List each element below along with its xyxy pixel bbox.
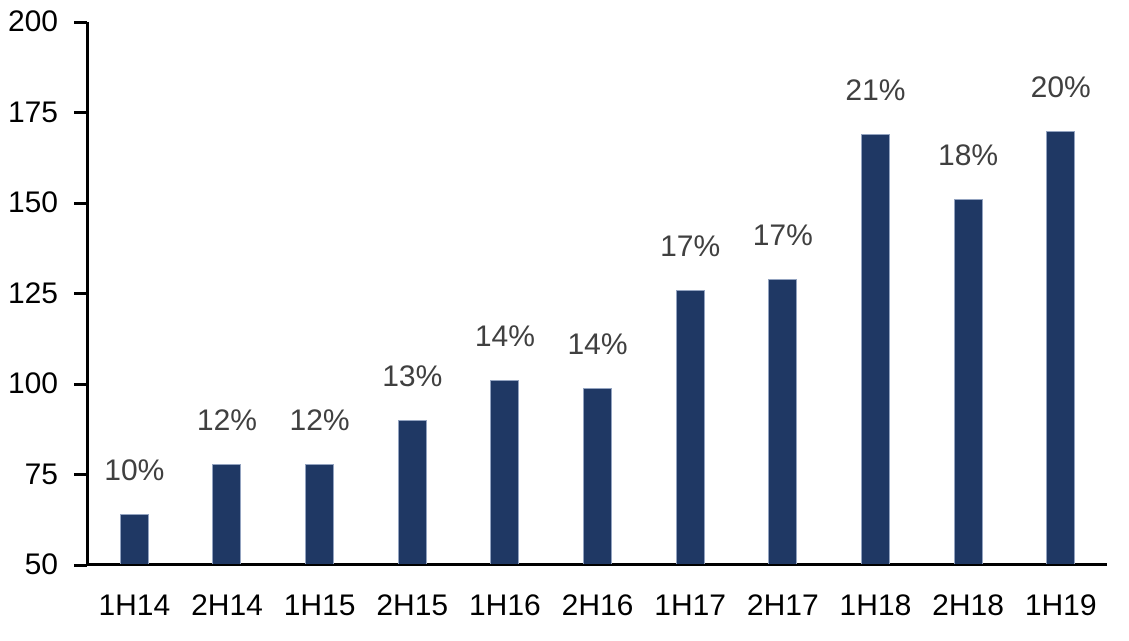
bar-value-label: 10% <box>104 454 165 488</box>
x-tick-label: 1H19 <box>1024 589 1097 622</box>
y-tick-mark <box>74 201 87 205</box>
x-tick-label: 1H18 <box>839 589 912 622</box>
bar-value-label: 21% <box>845 74 906 108</box>
x-tick-label: 1H17 <box>654 589 726 622</box>
y-tick-label: 50 <box>24 548 58 581</box>
x-tick-label: 1H14 <box>98 589 171 622</box>
x-tick-label: 2H14 <box>191 589 263 622</box>
bar-value-label: 12% <box>289 403 350 437</box>
bar-1H14 <box>119 514 149 564</box>
bar-value-label: 13% <box>382 360 443 394</box>
bar-value-label: 12% <box>196 403 257 437</box>
y-tick-label: 200 <box>7 5 58 38</box>
y-tick-mark <box>74 563 87 567</box>
y-tick-label: 150 <box>7 186 58 219</box>
bar-1H15 <box>305 463 335 564</box>
y-tick-mark <box>74 382 87 386</box>
bar-value-label: 17% <box>752 219 813 253</box>
y-tick-label: 100 <box>7 367 58 400</box>
bar-2H15 <box>397 420 427 564</box>
bar-1H19 <box>1046 130 1076 564</box>
x-tick-label: 1H16 <box>469 589 541 622</box>
y-tick-label: 75 <box>24 457 58 491</box>
bar-1H18 <box>860 134 890 564</box>
x-tick-label: 2H15 <box>376 589 449 622</box>
bar-value-label: 14% <box>474 320 535 354</box>
x-tick-label: 2H17 <box>746 589 819 622</box>
x-tick-label: 2H16 <box>561 589 634 622</box>
y-tick-mark <box>74 111 87 114</box>
x-axis-line <box>86 563 1107 566</box>
bar-value-label: 18% <box>938 139 999 173</box>
x-tick-label: 1H15 <box>283 589 356 622</box>
bar-value-label: 20% <box>1030 70 1091 104</box>
y-tick-mark <box>74 473 87 476</box>
bar-value-label: 14% <box>567 327 628 361</box>
bar-value-label: 17% <box>660 229 721 263</box>
bar-2H14 <box>212 463 242 564</box>
y-tick-mark <box>74 292 87 295</box>
y-tick-label: 125 <box>7 276 58 310</box>
bar-1H16 <box>490 380 520 564</box>
x-tick-label: 2H18 <box>932 589 1004 622</box>
y-tick-label: 175 <box>7 95 58 129</box>
y-axis-line <box>86 22 89 566</box>
bar-1H17 <box>675 289 705 564</box>
y-tick-mark <box>74 20 87 24</box>
bar-2H18 <box>953 199 983 564</box>
bar-2H17 <box>768 279 798 564</box>
bar-2H16 <box>583 387 612 564</box>
